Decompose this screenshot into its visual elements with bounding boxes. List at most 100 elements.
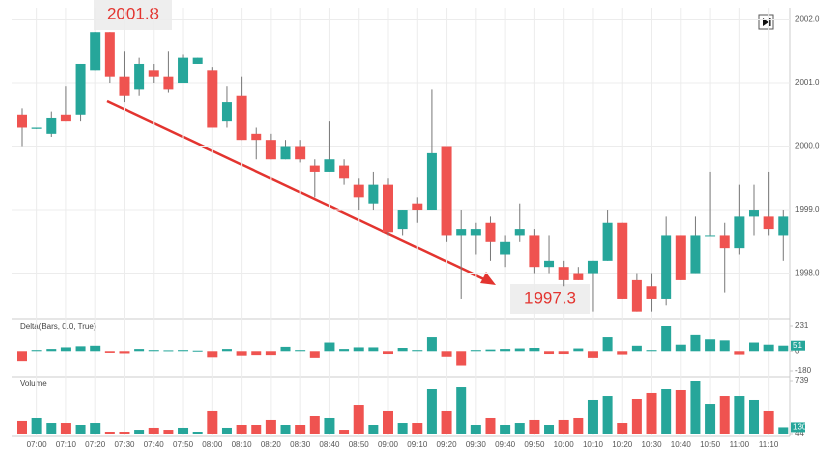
candle-body: [661, 235, 672, 299]
candle-body: [46, 117, 57, 134]
bar: [353, 405, 364, 434]
bar: [763, 344, 774, 352]
candle-body: [221, 102, 232, 122]
candle-body: [719, 235, 730, 249]
x-tick-label: 07:10: [56, 440, 77, 449]
bar: [734, 351, 745, 355]
bar: [148, 427, 159, 434]
bar: [470, 350, 481, 352]
y-tick-label: 2002.0: [795, 15, 820, 24]
pane-title: Volume: [20, 379, 47, 388]
x-tick-label: 08:10: [232, 440, 253, 449]
bar: [514, 423, 525, 434]
bar: [441, 410, 452, 434]
y-tick-label: 0: [795, 346, 800, 355]
candle-body: [675, 235, 686, 280]
bar: [90, 345, 101, 352]
bar: [236, 351, 247, 356]
bar: [221, 427, 232, 434]
bar: [412, 423, 423, 434]
x-tick-label: 11:10: [759, 440, 779, 449]
bar: [251, 425, 262, 434]
bar: [719, 396, 730, 434]
candle-body: [426, 152, 437, 211]
bar: [119, 432, 130, 434]
bar: [383, 351, 393, 355]
bar: [17, 420, 27, 434]
current-value-box: [791, 340, 805, 351]
candle-body: [558, 267, 569, 280]
candle-body: [353, 184, 364, 198]
candle-body: [295, 146, 306, 160]
bar: [353, 347, 364, 352]
bar: [646, 392, 657, 434]
y-tick-label: -180: [795, 366, 812, 375]
bar: [749, 399, 759, 434]
annotation: 1997.3: [524, 288, 576, 307]
x-tick-label: 08:50: [349, 440, 370, 449]
bar: [178, 350, 189, 352]
bar: [31, 350, 42, 352]
candle-body: [265, 140, 276, 160]
bar: [558, 351, 569, 355]
bar: [441, 351, 452, 357]
bar: [485, 417, 496, 434]
candle-body: [339, 165, 350, 179]
candle-body: [646, 286, 657, 299]
x-tick-label: 07:50: [173, 440, 194, 449]
candle-body: [631, 279, 642, 312]
x-tick-label: 09:30: [466, 440, 487, 449]
x-tick-label: 08:30: [290, 440, 311, 449]
annotation: 2001.8: [107, 4, 159, 23]
bar: [192, 432, 203, 434]
candle-body: [397, 210, 408, 230]
bar: [46, 423, 57, 434]
candle-body: [368, 184, 379, 204]
bar: [280, 346, 291, 352]
candle-body: [324, 159, 335, 172]
candle-body: [148, 70, 159, 77]
bar: [397, 423, 408, 434]
bar: [31, 417, 42, 434]
y-tick-label: 231: [795, 321, 809, 330]
x-tick-label: 07:40: [144, 440, 165, 449]
bar: [295, 425, 306, 434]
bar: [763, 410, 774, 434]
candle-body: [163, 76, 174, 90]
candle-body: [573, 273, 584, 280]
bar: [617, 351, 628, 355]
bar: [236, 425, 247, 434]
bar: [529, 348, 540, 352]
bar: [339, 349, 350, 352]
bar: [163, 430, 174, 434]
candle-body: [617, 222, 628, 299]
bar: [60, 347, 71, 352]
bar: [60, 423, 71, 434]
bar: [104, 432, 115, 434]
arrow-head: [480, 272, 496, 285]
bar: [675, 389, 686, 434]
bar: [749, 342, 759, 352]
bar: [456, 387, 467, 434]
candle-body: [602, 222, 613, 261]
candle-body: [383, 184, 393, 233]
bar: [617, 423, 628, 434]
annotation-box: [510, 284, 590, 314]
bar: [104, 351, 115, 353]
bar: [470, 425, 481, 434]
current-value-box: [791, 422, 805, 433]
x-tick-label: 10:00: [554, 440, 575, 449]
bar: [339, 430, 350, 434]
candle-body: [514, 229, 525, 236]
bar: [558, 419, 569, 434]
x-tick-label: 09:40: [495, 440, 516, 449]
bar: [573, 417, 584, 434]
x-tick-label: 07:00: [27, 440, 48, 449]
bar: [500, 425, 511, 434]
bar: [690, 334, 701, 352]
bar: [163, 350, 174, 352]
candle-body: [134, 63, 145, 90]
candle-body: [778, 216, 789, 236]
bar: [309, 416, 320, 434]
candle-body: [280, 146, 291, 160]
